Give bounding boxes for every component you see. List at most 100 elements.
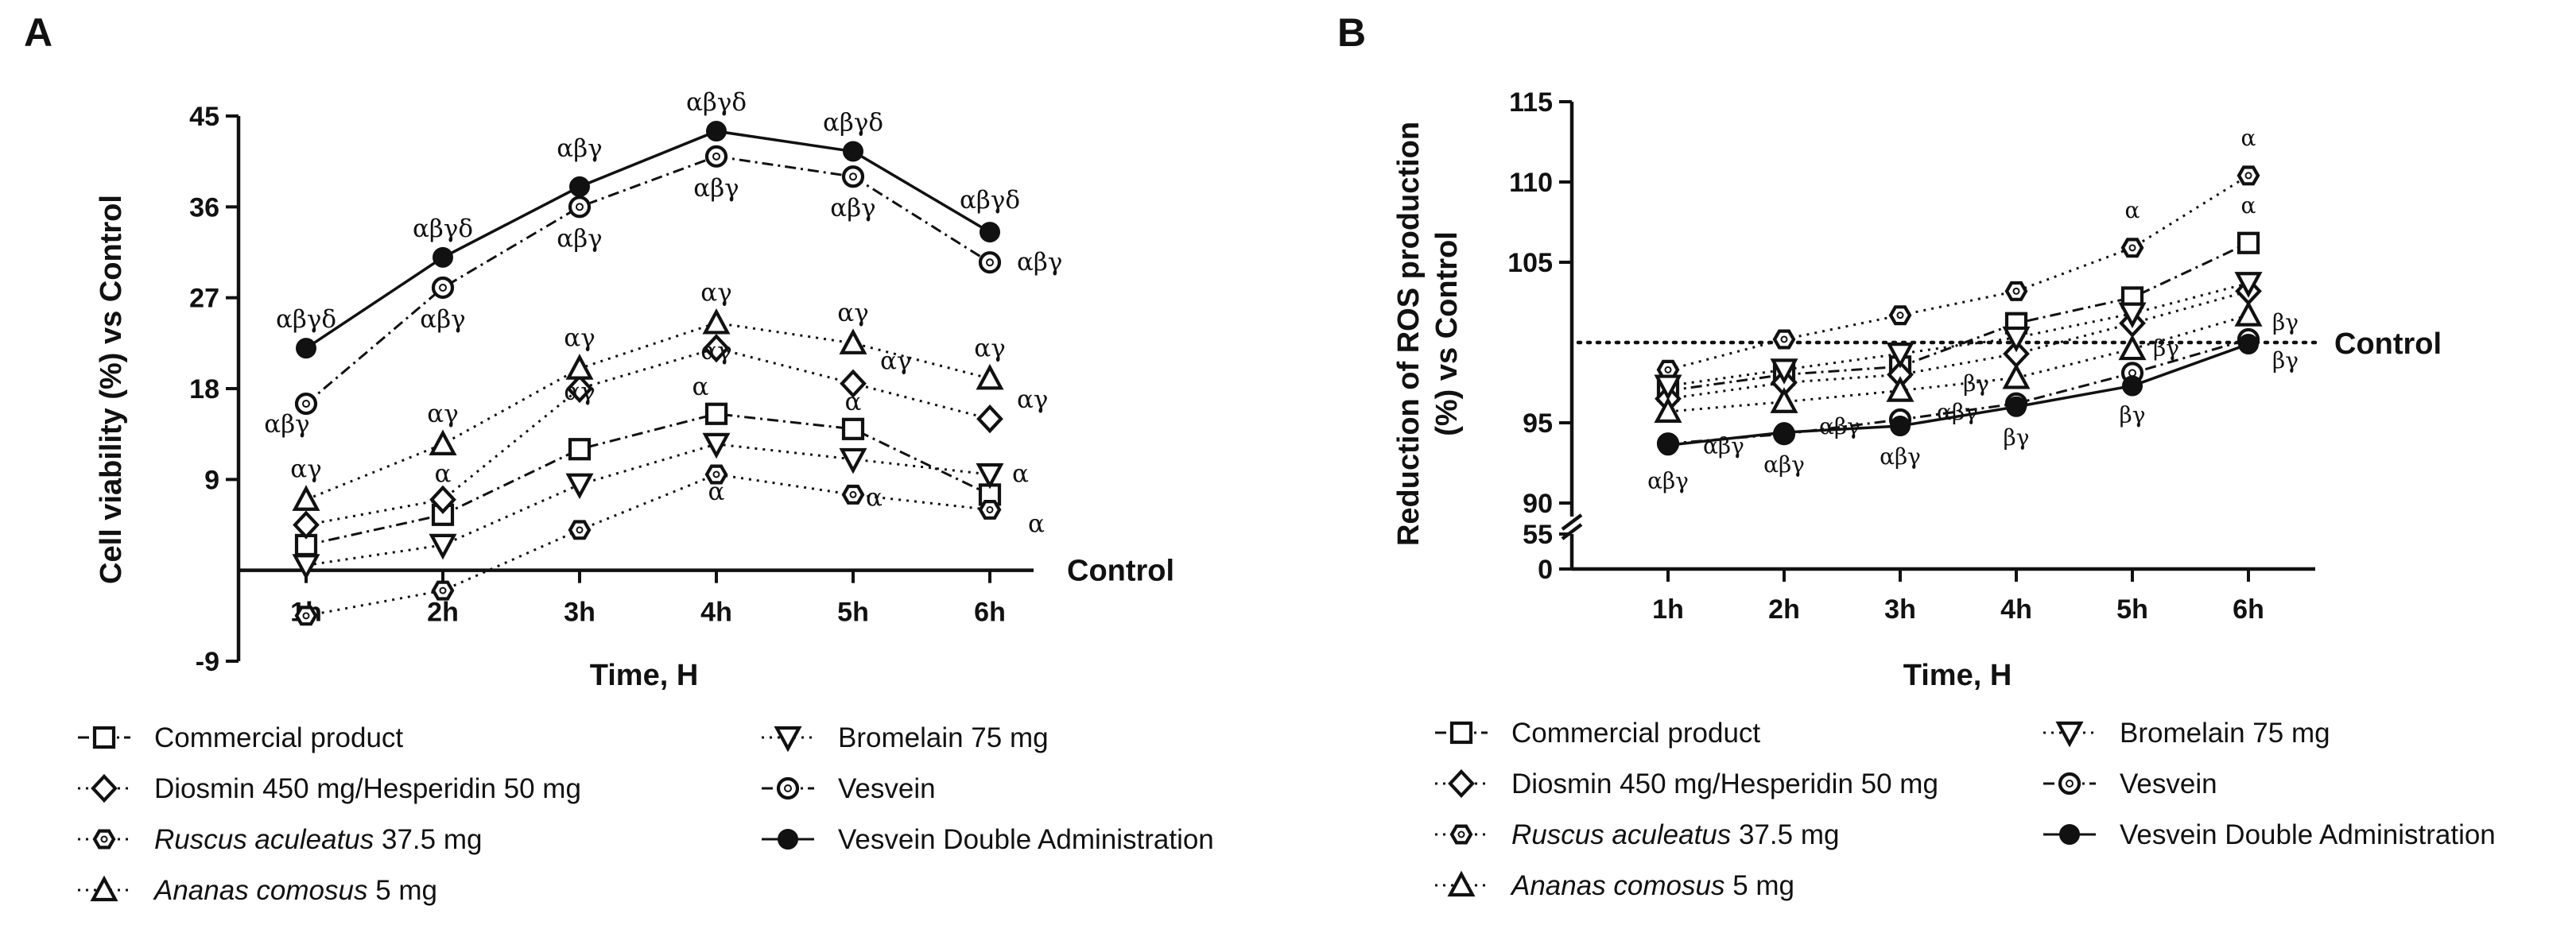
series-4 [292, 308, 1004, 511]
panel-a: Control-99182736451h2h3h4h5h6hTime, HCel… [95, 88, 1174, 692]
series-line [305, 321, 991, 501]
legend-swatch-marker [774, 726, 802, 753]
y-tick-label: 36 [189, 192, 219, 223]
significance-label: αβγ [1937, 399, 1978, 425]
legend-label: Diosmin 450 mg/Hesperidin 50 mg [154, 773, 581, 804]
x-tick-label: 4h [700, 598, 732, 628]
y-axis-title-line1: Reduction of ROS production [1392, 122, 1426, 546]
significance-label: αγ [880, 347, 911, 376]
data-point [565, 354, 594, 380]
legend-swatch-marker-inner [1457, 830, 1465, 838]
significance-label: α [1028, 509, 1045, 538]
legend-label-suffix: 37.5 mg [374, 824, 482, 855]
significance-label: αβγ [1763, 451, 1805, 478]
significance-label: αβγ [1819, 413, 1860, 439]
data-point [2120, 238, 2144, 258]
data-point [292, 485, 320, 511]
series-line [1667, 343, 2249, 447]
y-tick-label: 55 [1523, 520, 1553, 550]
data-point [293, 510, 320, 540]
significance-label: αβγδ [276, 305, 336, 334]
data-point [1658, 435, 1678, 456]
legend-swatch-marker [778, 829, 798, 850]
significance-label: αβγ [1017, 248, 1062, 277]
data-point [1890, 416, 1911, 437]
legend-swatch-marker [1447, 870, 1476, 897]
significance-label: α [866, 483, 883, 512]
data-point-inner [576, 203, 584, 211]
legend-label: Ruscus aculeatus 37.5 mg [1511, 819, 1839, 850]
data-point [569, 176, 590, 197]
data-point [1888, 305, 1912, 326]
data-point [1770, 387, 1798, 413]
series-line [305, 443, 991, 567]
legend-label: Vesvein Double Administration [2120, 819, 2496, 850]
legend-label-italic: Ruscus aculeatus [154, 824, 374, 855]
significance-label: αγ [564, 377, 595, 406]
data-point [839, 447, 867, 474]
x-tick-label: 2h [427, 598, 459, 628]
data-point [2237, 165, 2260, 186]
y-axis-title-line2: (%) vs Control [1430, 231, 1464, 436]
significance-label: βγ [2272, 347, 2299, 374]
legend-label: Vesvein [838, 773, 936, 804]
significance-label: α [2241, 192, 2256, 219]
legend-swatch-marker-inner [2066, 780, 2074, 788]
data-point [429, 533, 457, 560]
series-line [305, 155, 991, 405]
x-tick-label: 5h [837, 598, 869, 628]
x-tick-label: 1h [1652, 594, 1684, 625]
legend-label: Bromelain 75 mg [2120, 718, 2330, 749]
data-point-inner [986, 505, 994, 513]
significance-label: αβγδ [960, 186, 1020, 215]
significance-label: βγ [2272, 309, 2299, 335]
data-point [568, 438, 592, 461]
data-point [1774, 422, 1794, 443]
series-3 [294, 464, 1002, 626]
significance-label: α [708, 478, 725, 506]
legend-swatch-marker [92, 726, 116, 749]
data-point [2004, 281, 2028, 301]
legend-item: Bromelain 75 mg [2043, 718, 2330, 749]
legend-label: Bromelain 75 mg [838, 722, 1049, 753]
data-point [294, 606, 318, 626]
axis-break-mark [1561, 523, 1583, 540]
legend-label: Ruscus aculeatus 37.5 mg [154, 824, 482, 855]
significance-label: αβγδ [823, 108, 883, 137]
significance-label: αβγ [420, 305, 465, 334]
significance-label: αγ [974, 334, 1005, 362]
legend-swatch-marker-inner [100, 835, 108, 843]
significance-label: αβγ [1880, 443, 1921, 470]
data-point [1770, 358, 1798, 385]
significance-label: αβγ [1703, 432, 1744, 459]
series-line [305, 412, 991, 547]
data-point [702, 308, 731, 335]
y-tick-label: 27 [189, 284, 219, 314]
legend-b: Commercial product Diosmin 450 mg/Hesperi… [1435, 718, 2496, 901]
legend-label: Commercial product [1511, 718, 1760, 749]
legend-label: Ananas comosus 5 mg [1510, 870, 1794, 901]
data-point [1886, 376, 1915, 402]
data-point [2122, 375, 2143, 397]
significance-label: αβγδ [413, 215, 473, 243]
y-tick-label: 95 [1523, 408, 1553, 439]
significance-label: αγ [290, 455, 321, 484]
y-tick-label: 18 [189, 374, 219, 405]
significance-label: α [2241, 125, 2256, 151]
data-point-inner [1896, 312, 1904, 319]
significance-label: α [435, 460, 452, 489]
data-point [976, 405, 1003, 434]
significance-label: αβγ [557, 224, 602, 253]
legend-item: Commercial product [78, 722, 403, 753]
data-point [2002, 326, 2031, 353]
legend-label: Vesvein [2120, 768, 2217, 799]
legend-label: Vesvein Double Administration [838, 824, 1214, 855]
data-point [841, 165, 865, 188]
x-tick-label: 5h [2116, 594, 2148, 625]
legend-swatch-marker [1449, 824, 1473, 845]
data-point-inner [712, 470, 720, 478]
x-tick-label: 3h [564, 598, 596, 628]
data-point [2238, 334, 2259, 355]
data-point-inner [849, 490, 857, 498]
